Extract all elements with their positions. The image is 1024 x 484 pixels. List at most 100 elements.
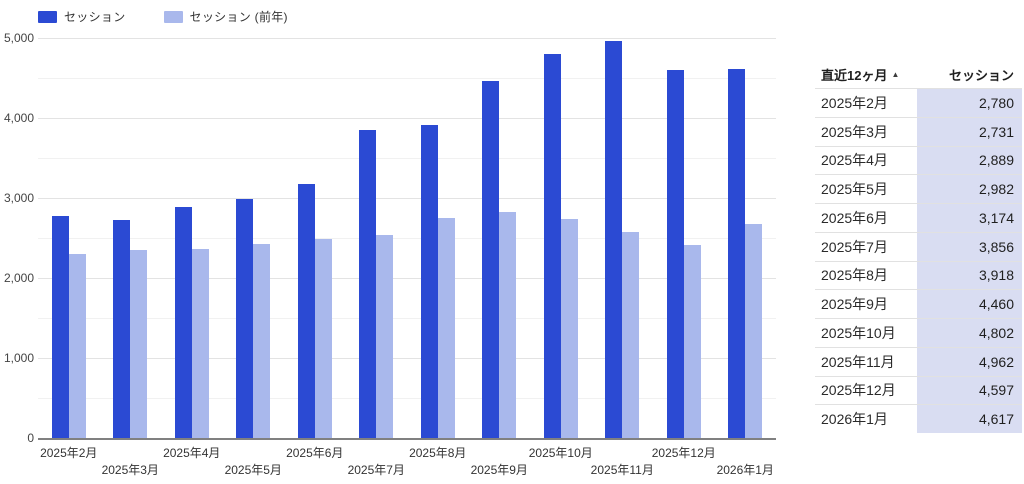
gridline-1000: [38, 358, 776, 359]
table-row[interactable]: 2025年5月 2,982: [815, 174, 1022, 203]
y-axis-label-2000: 2,000: [3, 271, 34, 285]
bar-current-9[interactable]: [543, 53, 561, 438]
bar-current-7[interactable]: [420, 124, 438, 438]
table-cell-month: 2025年11月: [821, 353, 895, 370]
bar-current-3[interactable]: [174, 206, 192, 438]
bar-prev-12[interactable]: [745, 224, 763, 438]
bar-prev-8[interactable]: [499, 211, 517, 438]
table-row[interactable]: 2025年6月 3,174: [815, 203, 1022, 232]
table-row[interactable]: 2025年3月 2,731: [815, 116, 1022, 146]
table-cell-month: 2025年2月: [821, 94, 888, 111]
table-row[interactable]: 2026年1月 4,617: [815, 404, 1022, 433]
bar-prev-6[interactable]: [376, 234, 394, 438]
x-axis-label-2: 2025年3月: [101, 463, 159, 477]
x-axis-label-9: 2025年10月: [528, 446, 593, 460]
y-axis-label-3000: 3,000: [3, 191, 34, 205]
gridline-2000: [38, 278, 776, 279]
sort-ascending-icon: ▲: [891, 69, 900, 79]
table-cell-sessions: 4,802: [917, 319, 1022, 347]
bar-prev-3[interactable]: [191, 249, 209, 438]
table-header-month-label: 直近12ヶ月: [821, 67, 888, 83]
gridline-3000: [38, 198, 776, 199]
bar-prev-1[interactable]: [68, 254, 86, 438]
bar-prev-7[interactable]: [437, 218, 455, 438]
gridline-2500: [38, 238, 776, 239]
x-axis-label-11: 2025年12月: [651, 446, 716, 460]
legend-swatch-icon: [38, 10, 57, 23]
table-cell-month: 2025年12月: [821, 382, 896, 399]
bar-current-10[interactable]: [605, 41, 623, 438]
table-row[interactable]: 2025年4月 2,889: [815, 145, 1022, 175]
bar-prev-11[interactable]: [683, 245, 701, 438]
table-row[interactable]: 2025年8月 3,918: [815, 260, 1022, 290]
table-cell-sessions: 2,982: [917, 175, 1022, 203]
bar-current-2[interactable]: [113, 219, 131, 438]
legend-label: セッション (前年): [189, 10, 288, 24]
gridline-4500: [38, 78, 776, 79]
bar-prev-4[interactable]: [253, 244, 271, 438]
legend-label: セッション: [64, 10, 126, 24]
chart-legend: セッション セッション (前年): [38, 8, 288, 25]
table-cell-sessions: 3,918: [917, 261, 1022, 290]
y-axis-label-5000: 5,000: [3, 31, 34, 45]
bar-current-8[interactable]: [482, 81, 500, 438]
table-row[interactable]: 2025年11月 4,962: [815, 346, 1022, 376]
legend-item-0[interactable]: セッション: [38, 8, 126, 25]
bar-current-6[interactable]: [359, 129, 377, 438]
table-cell-sessions: 4,617: [917, 405, 1022, 433]
bar-prev-10[interactable]: [622, 231, 640, 438]
table-cell-month: 2025年6月: [821, 209, 888, 226]
bar-prev-2[interactable]: [130, 250, 148, 438]
table-cell-month: 2025年8月: [821, 267, 888, 284]
table-cell-sessions: 4,597: [917, 376, 1022, 405]
table-cell-month: 2026年1月: [821, 411, 888, 428]
table-header-month[interactable]: 直近12ヶ月 ▲: [815, 65, 917, 84]
x-axis-label-6: 2025年7月: [347, 463, 405, 477]
table-body: 2025年2月 2,780 2025年3月 2,731 2025年4月 2,889 2025…: [815, 88, 1022, 433]
bar-prev-9[interactable]: [560, 218, 578, 438]
table-row[interactable]: 2025年12月 4,597: [815, 375, 1022, 405]
table-cell-sessions: 2,889: [917, 146, 1022, 175]
bar-current-4[interactable]: [236, 199, 254, 438]
table-cell-month: 2025年10月: [821, 324, 896, 341]
table-header-sessions[interactable]: セッション: [948, 67, 1014, 83]
table-cell-month: 2025年7月: [821, 238, 888, 255]
bar-current-12[interactable]: [728, 68, 746, 438]
legend-item-1[interactable]: セッション (前年): [163, 8, 288, 25]
x-axis-label-8: 2025年9月: [470, 463, 528, 477]
table-cell-sessions: 3,856: [917, 232, 1022, 261]
table-cell-month: 2025年9月: [821, 296, 888, 313]
table-row[interactable]: 2025年10月 4,802: [815, 318, 1022, 347]
gridline-4000: [38, 118, 776, 119]
gridline-5000: [38, 38, 776, 39]
sessions-bar-chart: 0 1,000 2,000 3,000 4,000 5,000 2025年2月 2025年3月…: [3, 31, 776, 477]
y-axis-label-1000: 1,000: [3, 351, 34, 365]
x-axis-label-7: 2025年8月: [409, 446, 467, 460]
bar-prev-5[interactable]: [314, 238, 332, 438]
y-axis-label-4000: 4,000: [3, 111, 34, 125]
table-cell-month: 2025年3月: [821, 123, 888, 140]
sessions-table: 直近12ヶ月 ▲ セッション 2025年2月 2,780 2025年3月 2,731 2…: [815, 60, 1022, 433]
x-axis-label-3: 2025年4月: [163, 446, 221, 460]
table-cell-month: 2025年4月: [821, 152, 888, 169]
table-row[interactable]: 2025年7月 3,856: [815, 231, 1022, 261]
table-row[interactable]: 2025年9月 4,460: [815, 289, 1022, 318]
x-axis-label-12: 2026年1月: [716, 463, 774, 477]
bar-current-11[interactable]: [666, 70, 684, 438]
table-cell-sessions: 2,731: [917, 117, 1022, 146]
x-axis-label-4: 2025年5月: [224, 463, 282, 477]
table-cell-sessions: 4,962: [917, 347, 1022, 376]
table-cell-sessions: 4,460: [917, 290, 1022, 318]
bar-current-1[interactable]: [51, 215, 69, 438]
gridline-3500: [38, 158, 776, 159]
bar-current-5[interactable]: [297, 184, 315, 438]
table-row[interactable]: 2025年2月 2,780: [815, 88, 1022, 117]
table-cell-month: 2025年5月: [821, 181, 888, 198]
x-axis-label-5: 2025年6月: [286, 446, 344, 460]
gridline-500: [38, 398, 776, 399]
table-cell-sessions: 2,780: [917, 89, 1022, 117]
legend-swatch-icon: [163, 10, 183, 23]
x-axis-label-10: 2025年11月: [590, 463, 654, 477]
y-axis-label-0: 0: [27, 431, 34, 445]
